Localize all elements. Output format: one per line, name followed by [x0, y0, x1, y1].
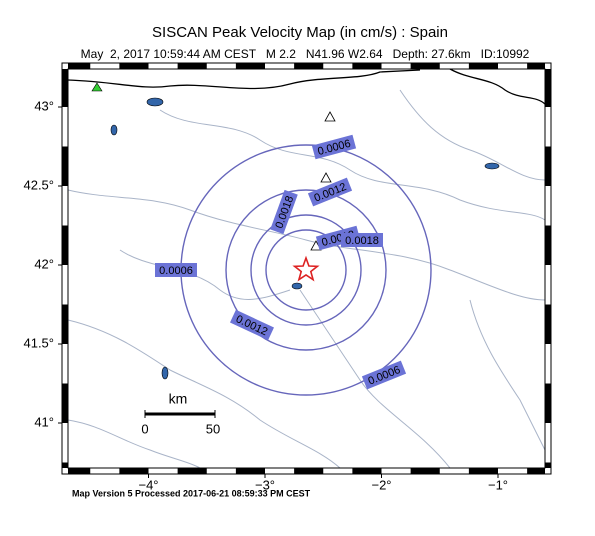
frame-band: [468, 468, 498, 474]
lat-tick-label: 41°: [34, 414, 54, 429]
frame-band: [62, 462, 68, 468]
frame-band: [545, 146, 551, 186]
contour-label: 0.0018: [341, 233, 383, 247]
lat-tick-label: 41.5°: [23, 335, 54, 350]
frame-band: [352, 468, 382, 474]
frame-band: [62, 69, 68, 107]
contour-label-text: 0.0006: [159, 265, 193, 277]
lon-tick-label: −4°: [138, 477, 158, 492]
contour-line: [250, 214, 362, 326]
frame-band: [352, 63, 382, 69]
epicenter: [292, 255, 320, 282]
frame-band: [62, 383, 68, 423]
frame-band: [545, 304, 551, 344]
frame-band: [527, 63, 545, 69]
frame-band: [294, 468, 324, 474]
frame-band: [235, 468, 265, 474]
frame-band: [62, 225, 68, 265]
scale-bar: km 0 50: [141, 391, 220, 437]
contour-label-box: [315, 225, 361, 251]
lat-tick-label: 43°: [34, 98, 54, 113]
frame-band: [545, 462, 551, 468]
frame-band: [119, 63, 149, 69]
frame-band: [468, 63, 498, 69]
frame-band: [545, 69, 551, 107]
title: SISCAN Peak Velocity Map (in cm/s) : Spa…: [152, 24, 448, 41]
lon-tick-label: −1°: [488, 477, 508, 492]
frame-band: [68, 468, 91, 474]
lat-tick-label: 42.5°: [23, 177, 54, 192]
frame-band: [62, 146, 68, 186]
lat-tick-label: 42°: [34, 256, 54, 271]
contour-label-box: [230, 309, 274, 341]
frame-band: [177, 468, 207, 474]
frame-band: [235, 63, 265, 69]
frame-band: [527, 468, 545, 474]
frame-band: [410, 468, 440, 474]
contour-label-box: [307, 177, 353, 207]
contour-label-box: [311, 134, 357, 160]
frame-band: [68, 63, 91, 69]
contour-label-text: 0.0018: [345, 235, 379, 247]
footer: Map Version 5 Processed 2017-06-21 08:59…: [72, 488, 311, 498]
frame-band: [62, 304, 68, 344]
contour-label-box: [361, 360, 407, 390]
frame-band: [294, 63, 324, 69]
map-background: [67, 68, 546, 469]
frame-band: [545, 225, 551, 265]
frame-band: [545, 383, 551, 423]
scale-end: 50: [206, 421, 220, 436]
scale-unit: km: [169, 391, 188, 407]
contour-line: [265, 229, 347, 311]
subtitle: May 2, 2017 10:59:44 AM CEST M 2.2 N41.9…: [81, 47, 530, 61]
lon-tick-label: −3°: [255, 477, 275, 492]
lon-tick-label: −2°: [371, 477, 391, 492]
contour-label-box: [270, 189, 298, 235]
scale-start: 0: [141, 421, 148, 436]
frame-band: [119, 468, 149, 474]
contour-label-box: [341, 233, 383, 247]
contour-label: 0.0006: [155, 263, 197, 277]
contour-label-box: [155, 263, 197, 277]
map-frame: [61, 62, 552, 475]
contour-line: [225, 189, 387, 351]
frame-band: [410, 63, 440, 69]
frame-band: [177, 63, 207, 69]
